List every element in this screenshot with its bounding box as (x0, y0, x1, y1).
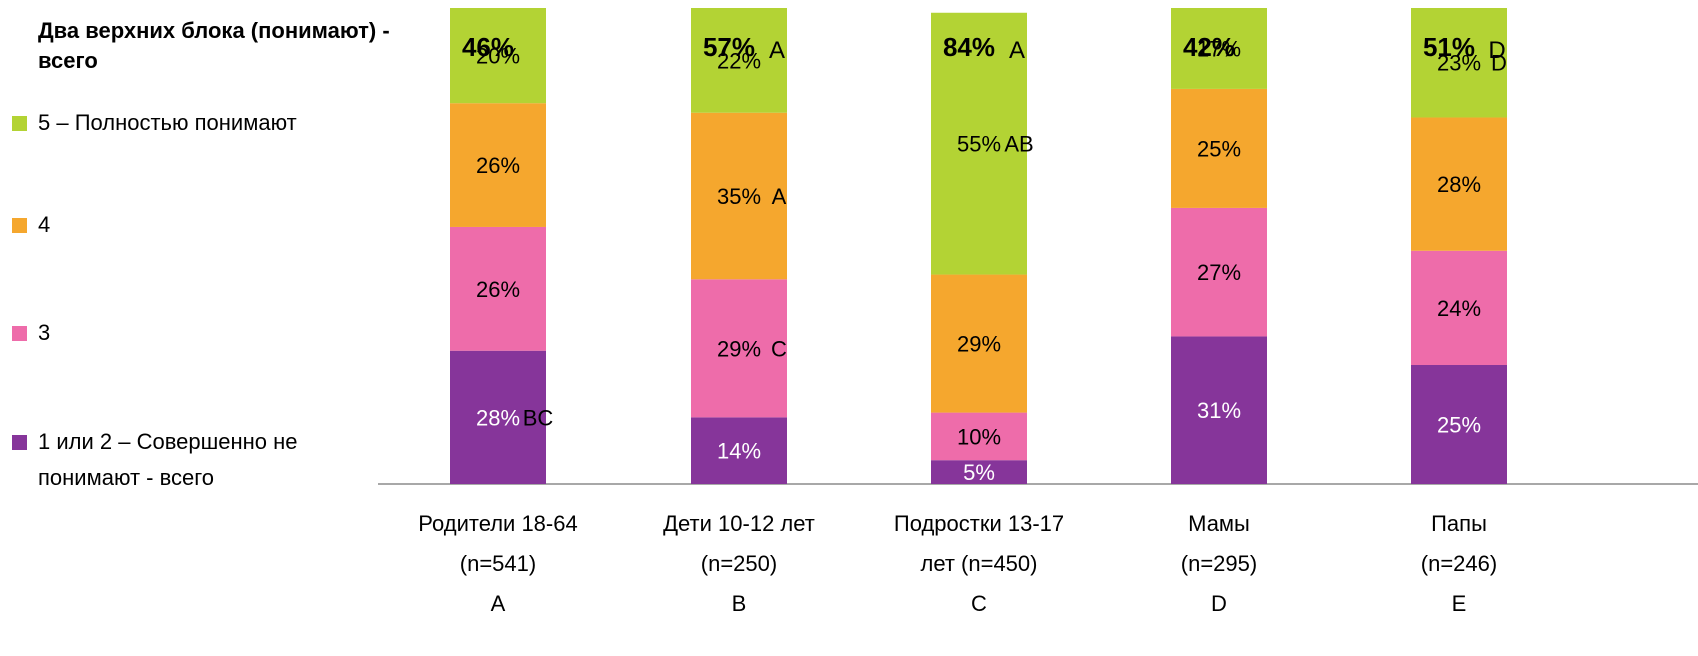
significance-letter: BC (523, 405, 554, 430)
category-label: E (1452, 591, 1467, 616)
top-two-box-total: 57% (703, 32, 755, 62)
bar-segment (691, 279, 787, 418)
legend-swatch (12, 116, 27, 131)
bar-segment (691, 417, 787, 484)
top-two-box-significance: A (1009, 37, 1025, 64)
category-label: A (491, 591, 506, 616)
category-label: (n=250) (701, 551, 777, 576)
top-two-box-total: 51% (1423, 32, 1475, 62)
category-label: лет (n=450) (921, 551, 1038, 576)
bar-value-label: 27% (1197, 260, 1241, 285)
chart-title-line-1: Два верхних блока (понимают) - (38, 18, 390, 43)
legend-swatch (12, 435, 27, 450)
bar-value-label: 14% (717, 439, 761, 464)
bar-segment (450, 350, 546, 484)
bar-value-label: 26% (476, 153, 520, 178)
category-label: C (971, 591, 987, 616)
category-label: Дети 10-12 лет (663, 511, 815, 536)
bar-value-label: 24% (1437, 296, 1481, 321)
bar-value-label: 23% (1437, 51, 1481, 76)
bar-segment (450, 226, 546, 351)
bar-value-label: 28% (1437, 172, 1481, 197)
bar-value-label: 35% (717, 184, 761, 209)
bar-segment (931, 460, 1027, 484)
bar-segment (931, 12, 1027, 275)
bar-segment (450, 103, 546, 227)
category-label: B (732, 591, 747, 616)
significance-letter: C (771, 336, 787, 361)
bar-value-label: 10% (957, 424, 1001, 449)
significance-letter: AB (1004, 132, 1033, 157)
bar-segment (691, 112, 787, 280)
bar-value-label: 5% (963, 460, 995, 485)
significance-letter: D (1491, 51, 1507, 76)
legend-label: 4 (38, 212, 50, 237)
bar-value-label: 25% (1437, 413, 1481, 438)
category-label: (n=295) (1181, 551, 1257, 576)
top-two-box-total: 84% (943, 32, 995, 62)
bar-value-label: 28% (476, 405, 520, 430)
bar-segment (1171, 88, 1267, 208)
category-label: (n=246) (1421, 551, 1497, 576)
top-two-box-significance: A (769, 37, 785, 64)
legend-label: 1 или 2 – Совершенно не (38, 429, 298, 454)
bar-value-label: 22% (717, 48, 761, 73)
legend-label: понимают - всего (38, 465, 214, 490)
legend-swatch (12, 326, 27, 341)
legend-swatch (12, 218, 27, 233)
bar-value-label: 25% (1197, 136, 1241, 161)
bar-value-label: 29% (957, 332, 1001, 357)
top-two-box-total: 42% (1183, 32, 1235, 62)
legend-label: 5 – Полностью понимают (38, 110, 297, 135)
significance-letter: A (772, 184, 787, 209)
bar-value-label: 31% (1197, 398, 1241, 423)
bar-value-label: 55% (957, 132, 1001, 157)
category-label: Папы (1431, 511, 1487, 536)
bar-value-label: 17% (1197, 36, 1241, 61)
bar-segment (1171, 336, 1267, 484)
top-two-box-significance: D (1488, 37, 1505, 64)
category-label: (n=541) (460, 551, 536, 576)
category-label: Родители 18-64 (418, 511, 577, 536)
bar-segment (691, 8, 787, 113)
bar-segment (1411, 365, 1507, 484)
bar-value-label: 26% (476, 277, 520, 302)
bar-segment (931, 412, 1027, 461)
bar-segment (1411, 8, 1507, 118)
chart-title-line-2: всего (38, 48, 98, 73)
bar-segment (1411, 250, 1507, 365)
bar-segment (450, 8, 546, 104)
top-two-box-total: 46% (462, 32, 514, 62)
legend-label: 3 (38, 320, 50, 345)
bar-segment (931, 274, 1027, 413)
category-label: Подростки 13-17 (894, 511, 1064, 536)
bar-value-label: 29% (717, 336, 761, 361)
category-label: D (1211, 591, 1227, 616)
bar-value-label: 20% (476, 44, 520, 69)
bar-segment (1171, 207, 1267, 337)
bar-segment (1411, 117, 1507, 251)
category-label: Мамы (1188, 511, 1250, 536)
bar-segment (1171, 8, 1267, 89)
